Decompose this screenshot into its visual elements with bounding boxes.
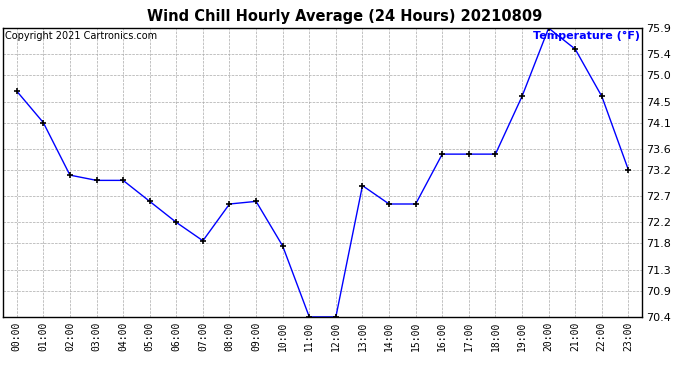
Text: Copyright 2021 Cartronics.com: Copyright 2021 Cartronics.com <box>5 31 157 41</box>
Text: Temperature (°F): Temperature (°F) <box>533 31 640 41</box>
Text: Wind Chill Hourly Average (24 Hours) 20210809: Wind Chill Hourly Average (24 Hours) 202… <box>148 9 542 24</box>
